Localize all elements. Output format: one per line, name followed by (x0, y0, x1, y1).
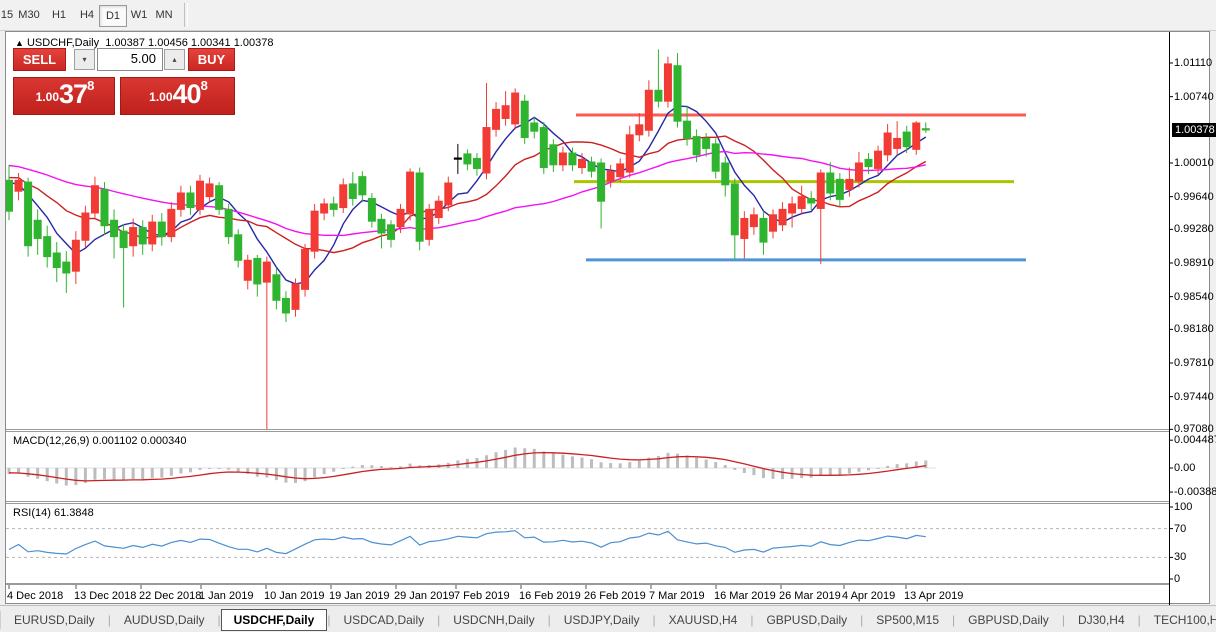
timeframe-toolbar: 15 M30 H1 H4 D1 W1 MN (0, 0, 1216, 31)
date-axis-label: 4 Apr 2019 (842, 590, 896, 602)
tab-usdcad-3[interactable]: USDCAD,Daily (343, 612, 425, 627)
tab-dj30-10[interactable]: DJ30,H4 (1077, 612, 1125, 627)
buy-pipette: 8 (200, 78, 208, 93)
macd-axis-label: 0.00 (1174, 462, 1196, 474)
price-chart-canvas[interactable] (6, 32, 1211, 605)
date-axis-label: 19 Jan 2019 (329, 590, 390, 602)
price-axis-label: 0.97810 (1174, 356, 1214, 369)
volume-increase-button[interactable]: ▴ (164, 49, 185, 70)
date-axis-label: 16 Feb 2019 (519, 590, 581, 602)
macd-indicator-label: MACD(12,26,9) 0.001102 0.000340 (13, 435, 187, 447)
volume-decrease-button[interactable]: ▾ (74, 49, 95, 70)
collapse-triangle-icon[interactable]: ▲ (15, 38, 24, 48)
sell-pipette: 8 (87, 78, 95, 93)
tab-separator: | (437, 612, 441, 627)
chart-title: ▲ USDCHF,Daily 1.00387 1.00456 1.00341 1… (15, 37, 273, 49)
date-axis-label: 16 Mar 2019 (714, 590, 776, 602)
chart-symbol-label: USDCHF,Daily (26, 37, 100, 49)
date-axis-label: 7 Feb 2019 (454, 590, 510, 602)
symbol-tab-bar: EURUSD,Daily | AUDUSD,Daily | USDCHF,Daily | U… (0, 605, 1216, 632)
price-axis-label: 1.00010 (1174, 156, 1214, 169)
toolbar-separator (184, 3, 188, 27)
macd-axis-label: -0.003883 (1174, 486, 1216, 499)
chevron-up-icon: ▴ (172, 55, 177, 64)
date-axis-label: 1 Jan 2019 (199, 590, 254, 602)
date-axis-label: 26 Feb 2019 (584, 590, 646, 602)
volume-input[interactable]: 5.00 (97, 48, 163, 71)
tab-stub (0, 610, 1, 629)
current-price-label: 1.00378 (1172, 122, 1216, 137)
tab-separator: | (952, 612, 956, 627)
rsi-axis-label: 100 (1174, 501, 1193, 513)
date-axis-label: 22 Dec 2018 (139, 590, 202, 602)
date-axis-label: 13 Apr 2019 (904, 590, 964, 602)
rsi-axis-label: 0 (1174, 573, 1181, 585)
tab-separator: | (547, 612, 551, 627)
timeframe-button-m30[interactable]: M30 (18, 9, 40, 21)
date-axis-label: 4 Dec 2018 (7, 590, 64, 602)
buy-big-figure: 1.00 (149, 90, 173, 104)
timeframe-button-mn[interactable]: MN (155, 9, 173, 21)
rsi-axis-label: 30 (1174, 551, 1187, 564)
date-axis-label: 7 Mar 2019 (649, 590, 705, 602)
chevron-down-icon: ▾ (82, 55, 87, 64)
price-axis-label: 0.99640 (1174, 190, 1214, 203)
sell-big-figure: 1.00 (35, 90, 60, 104)
timeframe-button-15[interactable]: 15 (0, 9, 14, 21)
timeframe-button-h1[interactable]: H1 (51, 9, 67, 21)
price-axis-label: 0.99280 (1174, 223, 1214, 236)
tab-separator: | (860, 612, 864, 627)
tab-tech100-11[interactable]: TECH100,H1 (1153, 612, 1216, 627)
tab-sp500-8[interactable]: SP500,M15 (876, 612, 939, 627)
buy-button[interactable]: BUY (188, 48, 235, 71)
tab-separator: | (1061, 612, 1065, 627)
date-axis-label: 26 Mar 2019 (779, 590, 841, 602)
sell-button[interactable]: SELL (13, 48, 66, 71)
date-axis-label: 29 Jan 2019 (394, 590, 455, 602)
tab-xauusd-6[interactable]: XAUUSD,H4 (668, 612, 738, 627)
buy-price-box[interactable]: 1.00408 (120, 77, 235, 115)
tab-separator: | (750, 612, 754, 627)
tab-separator: | (107, 612, 111, 627)
chart-window: ▲ USDCHF,Daily 1.00387 1.00456 1.00341 1… (5, 31, 1216, 605)
price-axis-label: 0.98910 (1174, 256, 1214, 269)
one-click-trade-panel: SELL ▾ 5.00 ▴ BUY 1.00378 1.00408 (13, 48, 235, 116)
tab-usdcnh-4[interactable]: USDCNH,Daily (453, 612, 535, 627)
sell-pips: 37 (59, 79, 88, 109)
tab-separator: | (217, 612, 221, 627)
price-axis-label: 1.01110 (1174, 57, 1213, 69)
tab-eurusd-0[interactable]: EURUSD,Daily (14, 612, 95, 627)
chart-ohlc-values: 1.00387 1.00456 1.00341 1.00378 (105, 37, 274, 49)
price-axis-label: 0.98180 (1174, 323, 1214, 336)
timeframe-button-w1[interactable]: W1 (130, 9, 148, 21)
tab-audusd-1[interactable]: AUDUSD,Daily (123, 612, 205, 627)
timeframe-button-d1[interactable]: D1 (99, 5, 127, 27)
rsi-indicator-label: RSI(14) 61.3848 (13, 507, 94, 519)
rsi-axis-label: 70 (1174, 522, 1187, 535)
tab-usdjpy-5[interactable]: USDJPY,Daily (563, 612, 640, 627)
macd-axis-label: 0.004487 (1174, 434, 1216, 447)
tab-separator: | (327, 612, 331, 627)
macd-values: 0.001102 0.000340 (92, 435, 187, 447)
tab-gbpusd-7[interactable]: GBPUSD,Daily (766, 612, 848, 627)
tab-separator: | (1137, 612, 1141, 627)
date-axis-label: 10 Jan 2019 (264, 590, 325, 602)
price-axis-label: 0.98540 (1174, 290, 1214, 303)
timeframe-button-h4[interactable]: H4 (79, 9, 95, 21)
date-axis-label: 13 Dec 2018 (74, 590, 137, 602)
sell-price-box[interactable]: 1.00378 (13, 77, 115, 115)
buy-pips: 40 (172, 79, 202, 109)
tab-gbpusd-9[interactable]: GBPUSD,Daily (968, 612, 1049, 627)
tab-usdchf-2[interactable]: USDCHF,Daily (220, 608, 328, 631)
price-axis-label: 1.00740 (1174, 90, 1214, 103)
price-axis-label: 0.97440 (1174, 390, 1214, 403)
price-axis-label: 0.97080 (1174, 423, 1214, 436)
tab-separator: | (652, 612, 656, 627)
rsi-value: 61.3848 (53, 507, 94, 519)
